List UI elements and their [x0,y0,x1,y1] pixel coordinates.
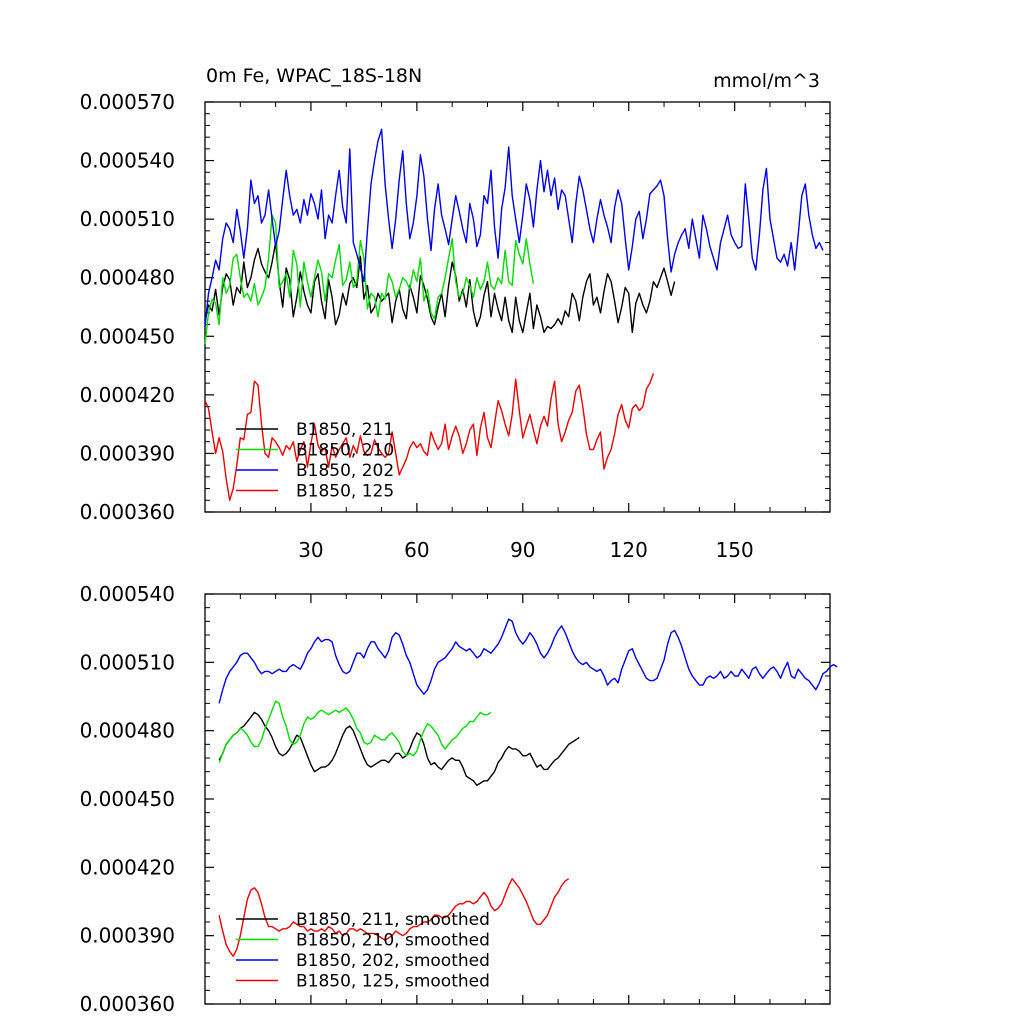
bottom-legend-label: B1850, 210, smoothed [296,931,490,951]
bottom-series-line-3 [218,878,570,957]
bottom-ytick-label: 0.000450 [80,787,175,811]
top-ytick-label: 0.000480 [80,266,175,290]
bottom-ytick-label: 0.000510 [80,650,175,674]
top-xtick-label: 30 [298,538,323,562]
top-ytick-label: 0.000540 [80,149,175,173]
bottom-legend-label: B1850, 125, smoothed [296,972,490,992]
top-ytick-label: 0.000450 [80,324,175,348]
bottom-ytick-label: 0.000480 [80,719,175,743]
bottom-legend-label: B1850, 202, smoothed [296,951,490,971]
top-xtick-label: 120 [610,538,648,562]
top-legend-label: B1850, 202 [296,461,394,481]
top-chart-title: 0m Fe, WPAC_18S-18N [206,65,422,87]
top-xtick-label: 60 [404,538,429,562]
top-plot-frame [204,101,831,513]
bottom-ytick-label: 0.000360 [80,992,175,1016]
top-legend-label: B1850, 211 [296,420,394,440]
top-ytick-label: 0.000390 [80,441,175,465]
top-ytick-label: 0.000510 [80,207,175,231]
top-series-line-3 [204,373,655,501]
top-chart-units: mmol/m^3 [713,70,820,92]
bottom-ytick-label: 0.000390 [80,924,175,948]
top-series-line-1 [204,214,535,345]
top-legend-label: B1850, 125 [296,482,394,502]
top-series-line-0 [204,241,676,334]
bottom-legend-label: B1850, 211, smoothed [296,910,490,930]
top-xtick-label: 90 [510,538,535,562]
top-xtick-label: 150 [716,538,754,562]
bottom-ytick-label: 0.000540 [80,582,175,606]
top-series-line-2 [204,128,824,327]
bottom-series-line-2 [218,618,838,704]
top-ytick-label: 0.000570 [80,90,175,114]
top-ytick-label: 0.000420 [80,383,175,407]
top-ytick-label: 0.000360 [80,500,175,524]
bottom-ytick-label: 0.000420 [80,855,175,879]
bottom-series-line-0 [218,711,580,786]
bottom-series-line-1 [218,700,492,763]
bottom-panel: 0.000360 0.000390 0.000420 0.000450 0.000480… [80,582,838,1016]
top-legend-label: B1850, 210 [296,441,394,461]
top-panel: 0m Fe, WPAC_18S-18N mmol/m^3 0.000360 0.0… [80,65,831,562]
